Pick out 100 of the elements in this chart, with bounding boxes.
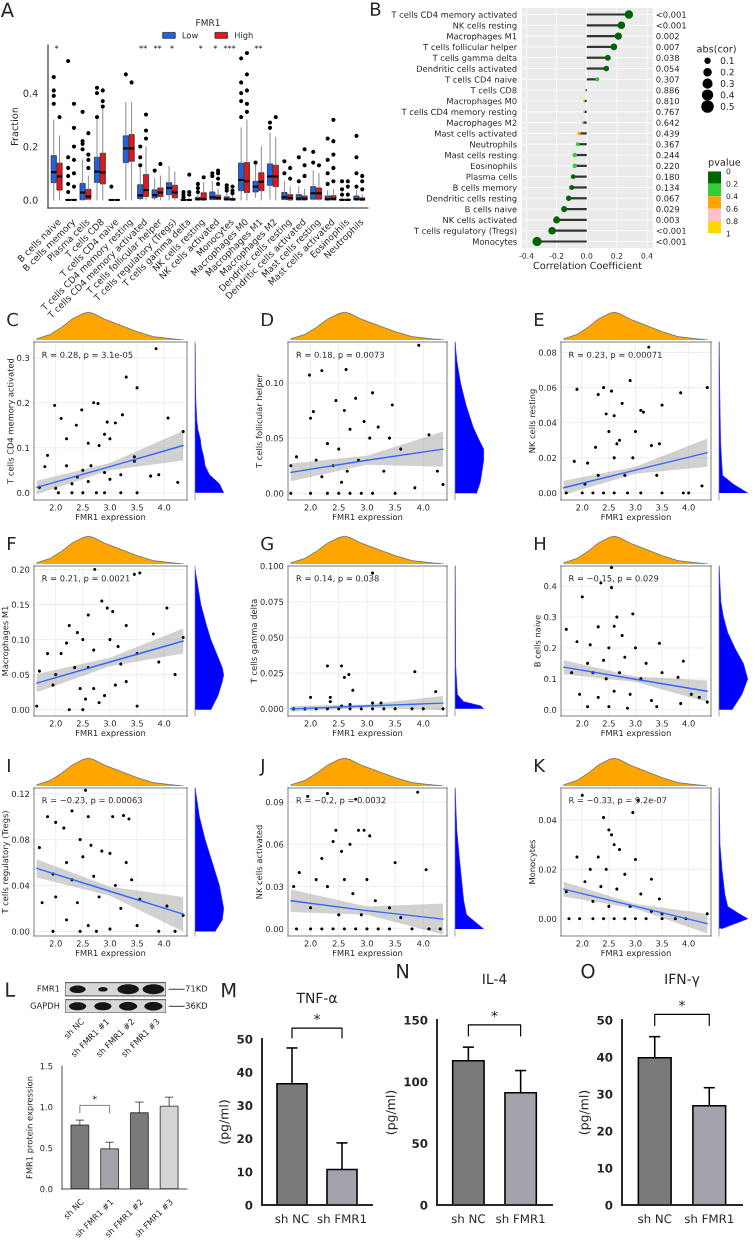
y-tick-label: 0.05 xyxy=(265,435,284,442)
y2-tick-label: 0.007 xyxy=(656,43,679,51)
text: O xyxy=(581,963,595,979)
color-bar-title: pvalue xyxy=(708,158,741,168)
y-axis-title: Fraction xyxy=(10,107,19,145)
text: J xyxy=(259,758,264,776)
y2-tick-label: 0.642 xyxy=(656,119,679,126)
text: GAPDH xyxy=(30,1002,60,1009)
x-tick-label: sh NC xyxy=(62,1198,85,1220)
y-tick-label: 0.2 xyxy=(23,143,38,151)
x-axis-title: Correlation Coefficient xyxy=(533,261,642,270)
x-tick-label: 2.0 xyxy=(49,940,62,947)
y-tick-label: 0.5 xyxy=(40,1144,53,1152)
annotation: * xyxy=(54,45,59,49)
annotation: ** xyxy=(254,45,263,49)
y-tick-label: 0.00 xyxy=(265,925,284,933)
text: 36KD xyxy=(185,1002,208,1009)
y-tick-label: Eosinophils xyxy=(471,162,517,171)
text: FMR1 xyxy=(37,985,60,992)
y2-tick-label: 0.038 xyxy=(656,54,680,62)
y-tick-label: T cells CD4 memory activated xyxy=(391,11,517,20)
x-tick-label: 3.5 xyxy=(389,720,402,727)
x-tick-label: 2.5 xyxy=(76,940,89,947)
y-tick-label: 0.02 xyxy=(538,866,556,873)
y-tick-label: 50 xyxy=(237,1034,253,1044)
y-axis-title: (pg/ml) xyxy=(218,1100,231,1144)
y-tick-label: 20 xyxy=(237,1134,253,1144)
legend-label: 0.4 xyxy=(720,91,735,99)
y2-tick-label: <0.001 xyxy=(656,238,686,245)
y-tick-label: Macrophages M0 xyxy=(447,97,517,106)
x-tick-label: 4.0 xyxy=(682,720,695,727)
x-tick-label: 3.5 xyxy=(389,504,402,511)
y-tick-label: 0.050 xyxy=(260,634,284,641)
annotation: R = −0.23, p = 0.00063 xyxy=(42,797,142,805)
x-tick-label: 3.0 xyxy=(360,504,374,511)
y-tick-label: 100 xyxy=(404,1077,428,1087)
annotation: * xyxy=(170,45,174,49)
annotation: * xyxy=(92,1095,97,1100)
text: 71KD xyxy=(185,985,208,992)
text: * xyxy=(491,1010,498,1017)
annotation: *** xyxy=(223,45,236,49)
y-tick-label: 0.00 xyxy=(11,706,30,713)
y-tick-label: 0.3 xyxy=(544,614,557,621)
x-tick-label: 4.0 xyxy=(157,940,171,947)
x-tick-label: 2.0 xyxy=(576,720,589,727)
x-tick-label: 4.0 xyxy=(682,940,695,947)
x-tick-label: 2.5 xyxy=(332,720,345,727)
x-tick-label: 3.5 xyxy=(131,720,143,727)
category-label: sh NC xyxy=(63,1017,85,1040)
y2-tick-label: 0.886 xyxy=(656,87,680,94)
y-tick-label: 0.04 xyxy=(538,419,557,427)
y2-tick-label: 0.367 xyxy=(656,141,679,148)
y-tick-label: 0.15 xyxy=(11,601,30,608)
x-tick-label: 3.5 xyxy=(389,940,402,947)
y2-tick-label: 0.054 xyxy=(656,65,680,72)
y-tick-label: 0.4 xyxy=(23,89,38,97)
x-tick-label: sh NC xyxy=(638,1214,672,1224)
y-tick-label: 0.00 xyxy=(11,928,30,935)
x-axis-title: FMR1 expression xyxy=(601,729,671,738)
text: C xyxy=(7,312,18,327)
annotation: R = 0.14, p = 0.038 xyxy=(296,575,379,584)
x-axis-title: FMR1 expression xyxy=(332,729,403,738)
x-tick-label: 3.5 xyxy=(131,940,143,947)
y-tick-label: 0.075 xyxy=(260,598,284,605)
y-tick-label: 0.08 xyxy=(538,349,557,356)
y-tick-label: T cells regulatory (Tregs) xyxy=(413,227,517,236)
y-tick-label: 0.4 xyxy=(544,583,557,590)
y2-tick-label: 0.003 xyxy=(656,216,679,224)
y2-tick-label: <0.001 xyxy=(656,22,686,29)
legend-label: 0.3 xyxy=(720,80,734,87)
y-axis-title: (pg/ml) xyxy=(385,1090,398,1135)
x-axis-title: FMR1 expression xyxy=(332,949,403,958)
y-tick-label: 0.10 xyxy=(265,379,284,387)
y-tick-label: 0.0 xyxy=(23,196,38,204)
y-tick-label: 40 xyxy=(237,1067,253,1077)
y-tick-label: 0.0 xyxy=(40,1185,53,1193)
y-tick-label: T cells CD4 memory resting xyxy=(401,108,517,117)
y-tick-label: 50 xyxy=(412,1139,428,1148)
text: * xyxy=(678,1000,686,1007)
y-tick-label: T cells gamma delta xyxy=(432,54,517,63)
annotation: ** xyxy=(153,45,162,49)
y-tick-label: 0.08 xyxy=(11,836,30,843)
x-tick-label: 3.0 xyxy=(103,940,117,947)
x-tick-label: 4.0 xyxy=(157,720,171,727)
x-axis-title: FMR1 expression xyxy=(75,513,146,522)
y2-tick-label: 0.767 xyxy=(656,108,679,116)
y-tick-label: 30 xyxy=(237,1101,253,1111)
y-axis-title: FMR1 protein expression xyxy=(26,1076,35,1179)
y2-tick-label: 0.067 xyxy=(656,195,679,202)
y2-tick-label: 0.307 xyxy=(656,76,679,83)
y-tick-label: Macrophages M2 xyxy=(447,119,517,128)
y-tick-label: 0.2 xyxy=(544,644,556,652)
y-tick-label: 10 xyxy=(237,1167,253,1177)
y2-tick-label: <0.001 xyxy=(656,227,686,234)
text: F xyxy=(7,536,16,551)
y-tick-label: T cells follicular helper xyxy=(423,43,518,52)
y-tick-label: 1.5 xyxy=(40,1063,53,1070)
y-tick-label: 0.2 xyxy=(17,399,29,407)
text: E xyxy=(534,312,544,327)
x-axis-title: FMR1 expression xyxy=(332,513,403,522)
